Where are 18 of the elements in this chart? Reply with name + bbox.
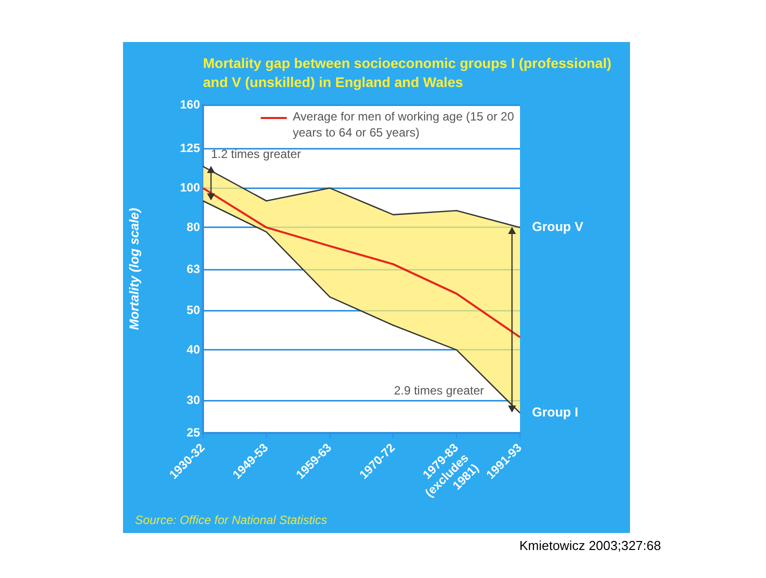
y-tick-label: 100 — [180, 180, 200, 194]
y-tick-label: 25 — [186, 425, 200, 440]
y-tick-label: 50 — [186, 302, 200, 317]
annotation: 1.2 times greater — [211, 146, 302, 161]
text: Kmietowicz 2003;327:68 — [519, 538, 661, 553]
y-tick-label: 40 — [186, 342, 200, 356]
annotation: 2.9 times greater — [394, 383, 484, 398]
y-axis-title: Mortality (log scale) — [126, 208, 142, 330]
y-tick-label: 80 — [186, 220, 200, 234]
y-tick-label: 30 — [186, 393, 200, 408]
chart-title: Mortality gap between socioeconomic groups I (professional) and V (unskilled) in England and Wales — [203, 54, 612, 92]
legend-label: Average for men of working age (15 or 20 years to 64 or 65 years) — [292, 109, 514, 140]
source-note: Source: Office for National Statistics — [135, 513, 328, 527]
text: Group I — [532, 404, 578, 420]
text: Group V — [532, 219, 584, 234]
y-tick-label: 125 — [180, 140, 200, 155]
y-tick-label: 63 — [186, 262, 200, 276]
y-tick-label: 160 — [180, 97, 200, 112]
